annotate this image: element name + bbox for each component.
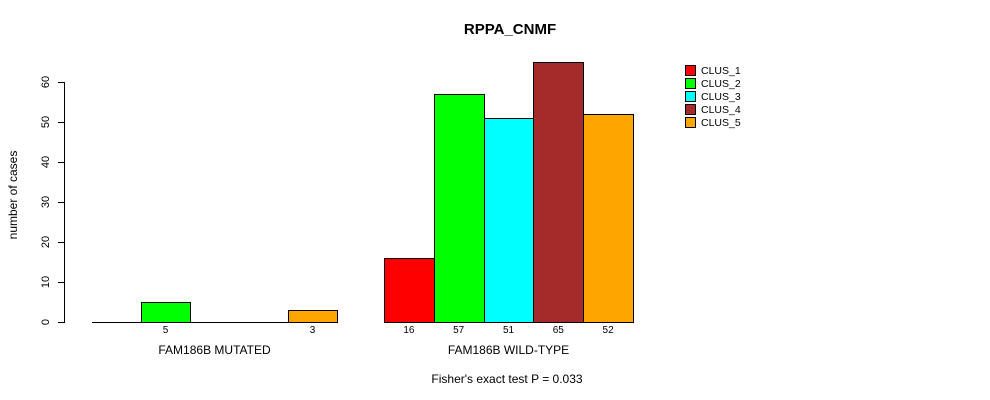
y-tick-label: 60 bbox=[40, 75, 52, 89]
legend-swatch-icon bbox=[685, 104, 696, 115]
y-axis-label: number of cases bbox=[6, 150, 20, 240]
legend-item: CLUS_2 bbox=[685, 77, 741, 90]
legend-item: CLUS_1 bbox=[685, 64, 741, 77]
y-tick-label: 40 bbox=[40, 155, 52, 169]
y-tick bbox=[58, 322, 65, 323]
bar-value-label: 3 bbox=[309, 325, 316, 336]
legend-label: CLUS_1 bbox=[701, 64, 741, 77]
bar-clus_2 bbox=[433, 94, 485, 323]
y-tick-label: 50 bbox=[40, 115, 52, 129]
bar-value-label: 57 bbox=[453, 325, 465, 336]
chart-title: RPPA_CNMF bbox=[463, 21, 557, 38]
bar-value-label: 16 bbox=[403, 325, 415, 336]
bar-clus_4 bbox=[533, 62, 585, 323]
legend-item: CLUS_5 bbox=[685, 116, 741, 129]
y-tick bbox=[58, 162, 65, 163]
bar-value-label: 51 bbox=[502, 325, 515, 336]
bar-value-label: 52 bbox=[602, 325, 614, 336]
y-tick bbox=[58, 202, 65, 203]
legend-label: CLUS_4 bbox=[701, 103, 741, 116]
legend-label: CLUS_5 bbox=[701, 116, 741, 129]
bar-clus_3 bbox=[483, 118, 535, 323]
y-tick bbox=[58, 282, 65, 283]
fisher-test-annotation: Fisher's exact test P = 0.033 bbox=[431, 372, 583, 386]
legend-item: CLUS_4 bbox=[685, 103, 741, 116]
group-baseline bbox=[92, 322, 337, 323]
y-tick-label: 30 bbox=[40, 195, 52, 209]
y-tick-label: 20 bbox=[40, 235, 52, 249]
legend-swatch-icon bbox=[685, 78, 696, 89]
bar-clus_5 bbox=[583, 114, 634, 323]
bar-clus_1 bbox=[384, 258, 435, 323]
y-tick-label: 10 bbox=[40, 275, 52, 289]
bar-clus_2 bbox=[141, 302, 191, 323]
legend-label: CLUS_2 bbox=[701, 77, 741, 90]
y-tick-label: 0 bbox=[40, 318, 52, 326]
legend-swatch-icon bbox=[685, 91, 696, 102]
bar-clus_5 bbox=[288, 310, 338, 323]
legend-swatch-icon bbox=[685, 117, 696, 128]
group-label: FAM186B WILD-TYPE bbox=[447, 343, 570, 357]
bar-value-label: 65 bbox=[552, 325, 564, 336]
group-label: FAM186B MUTATED bbox=[158, 343, 271, 357]
y-tick bbox=[58, 82, 65, 83]
y-tick bbox=[58, 242, 65, 243]
legend-label: CLUS_3 bbox=[701, 90, 741, 103]
legend-item: CLUS_3 bbox=[685, 90, 741, 103]
y-tick bbox=[58, 122, 65, 123]
legend: CLUS_1 CLUS_2 CLUS_3 CLUS_4 CLUS_5 bbox=[685, 64, 741, 129]
legend-swatch-icon bbox=[685, 65, 696, 76]
bar-value-label: 5 bbox=[162, 325, 169, 336]
